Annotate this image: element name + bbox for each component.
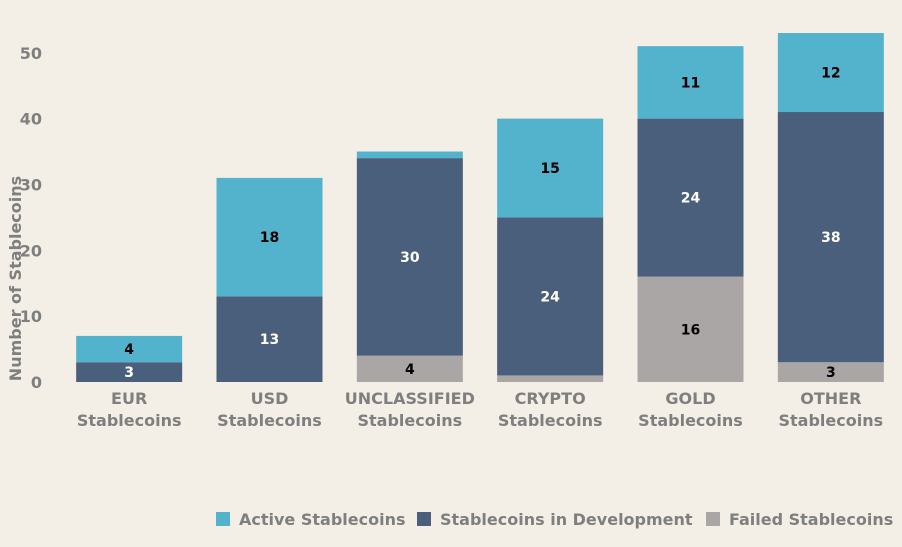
bar-segment <box>637 276 744 382</box>
y-tick-label: 50 <box>20 44 42 63</box>
y-tick-label: 0 <box>31 373 42 392</box>
legend: Active Stablecoins Stablecoins in Develop… <box>216 510 893 529</box>
y-tick-label: 20 <box>20 241 42 260</box>
x-tick-label: OTHER <box>800 389 861 408</box>
legend-label: Active Stablecoins <box>239 510 405 529</box>
bar-segment <box>777 33 884 113</box>
x-tick-label: EUR <box>111 389 147 408</box>
y-tick-label: 40 <box>20 110 42 129</box>
x-tick-label: Stablecoins <box>498 411 603 430</box>
data-label: 3 <box>826 365 836 381</box>
bar-segment <box>76 362 183 382</box>
data-label: 15 <box>540 161 559 177</box>
data-label: 12 <box>821 66 840 82</box>
y-axis-title: Number of Stablecoins <box>6 176 25 381</box>
bar-segment <box>76 335 183 363</box>
legend-swatch <box>706 512 720 526</box>
x-tick-label: GOLD <box>665 389 715 408</box>
data-label: 24 <box>681 191 701 207</box>
y-axis: 0 10 20 30 40 50 Number of Stablecoins <box>6 44 42 392</box>
data-label: 4 <box>124 342 134 358</box>
data-label: 11 <box>681 75 700 91</box>
bar-segment <box>777 362 884 382</box>
x-tick-label: Stablecoins <box>638 411 743 430</box>
data-label: 13 <box>260 332 279 348</box>
bar-segment <box>777 112 884 363</box>
data-label: 38 <box>821 230 840 246</box>
x-tick-label: Stablecoins <box>358 411 463 430</box>
x-tick-label: USD <box>251 389 289 408</box>
bar-segment <box>356 355 463 382</box>
bar-segment <box>497 375 604 382</box>
legend-label: Stablecoins in Development <box>440 510 693 529</box>
x-tick-label: Stablecoins <box>77 411 182 430</box>
data-label: 16 <box>681 322 700 338</box>
bar-segment <box>497 217 604 376</box>
y-tick-label: 30 <box>20 175 42 194</box>
x-tick-label: Stablecoins <box>217 411 322 430</box>
y-tick-label: 10 <box>20 307 42 326</box>
x-axis: EUR Stablecoins USD Stablecoins UNCLASSIFIED… <box>77 389 883 430</box>
data-label: 3 <box>124 365 134 381</box>
bar-segment <box>216 177 323 297</box>
bar-segment <box>497 118 604 218</box>
data-label: 30 <box>400 250 420 266</box>
bar-segment <box>637 118 744 277</box>
data-label: 24 <box>540 289 560 305</box>
bar-segment <box>216 296 323 382</box>
x-tick-label: Stablecoins <box>779 411 884 430</box>
data-label: 18 <box>260 230 279 246</box>
bars <box>76 33 884 382</box>
bar-segment <box>356 158 463 356</box>
data-label: 4 <box>405 362 415 378</box>
bar-segment <box>356 151 463 159</box>
x-tick-label: UNCLASSIFIED <box>345 389 475 408</box>
legend-swatch <box>216 512 230 526</box>
bar-segment <box>637 46 744 119</box>
data-labels: 3 4 13 18 4 30 24 15 16 24 11 3 38 12 <box>124 66 840 382</box>
x-tick-label: CRYPTO <box>515 389 586 408</box>
legend-swatch <box>417 512 431 526</box>
legend-label: Failed Stablecoins <box>729 510 893 529</box>
